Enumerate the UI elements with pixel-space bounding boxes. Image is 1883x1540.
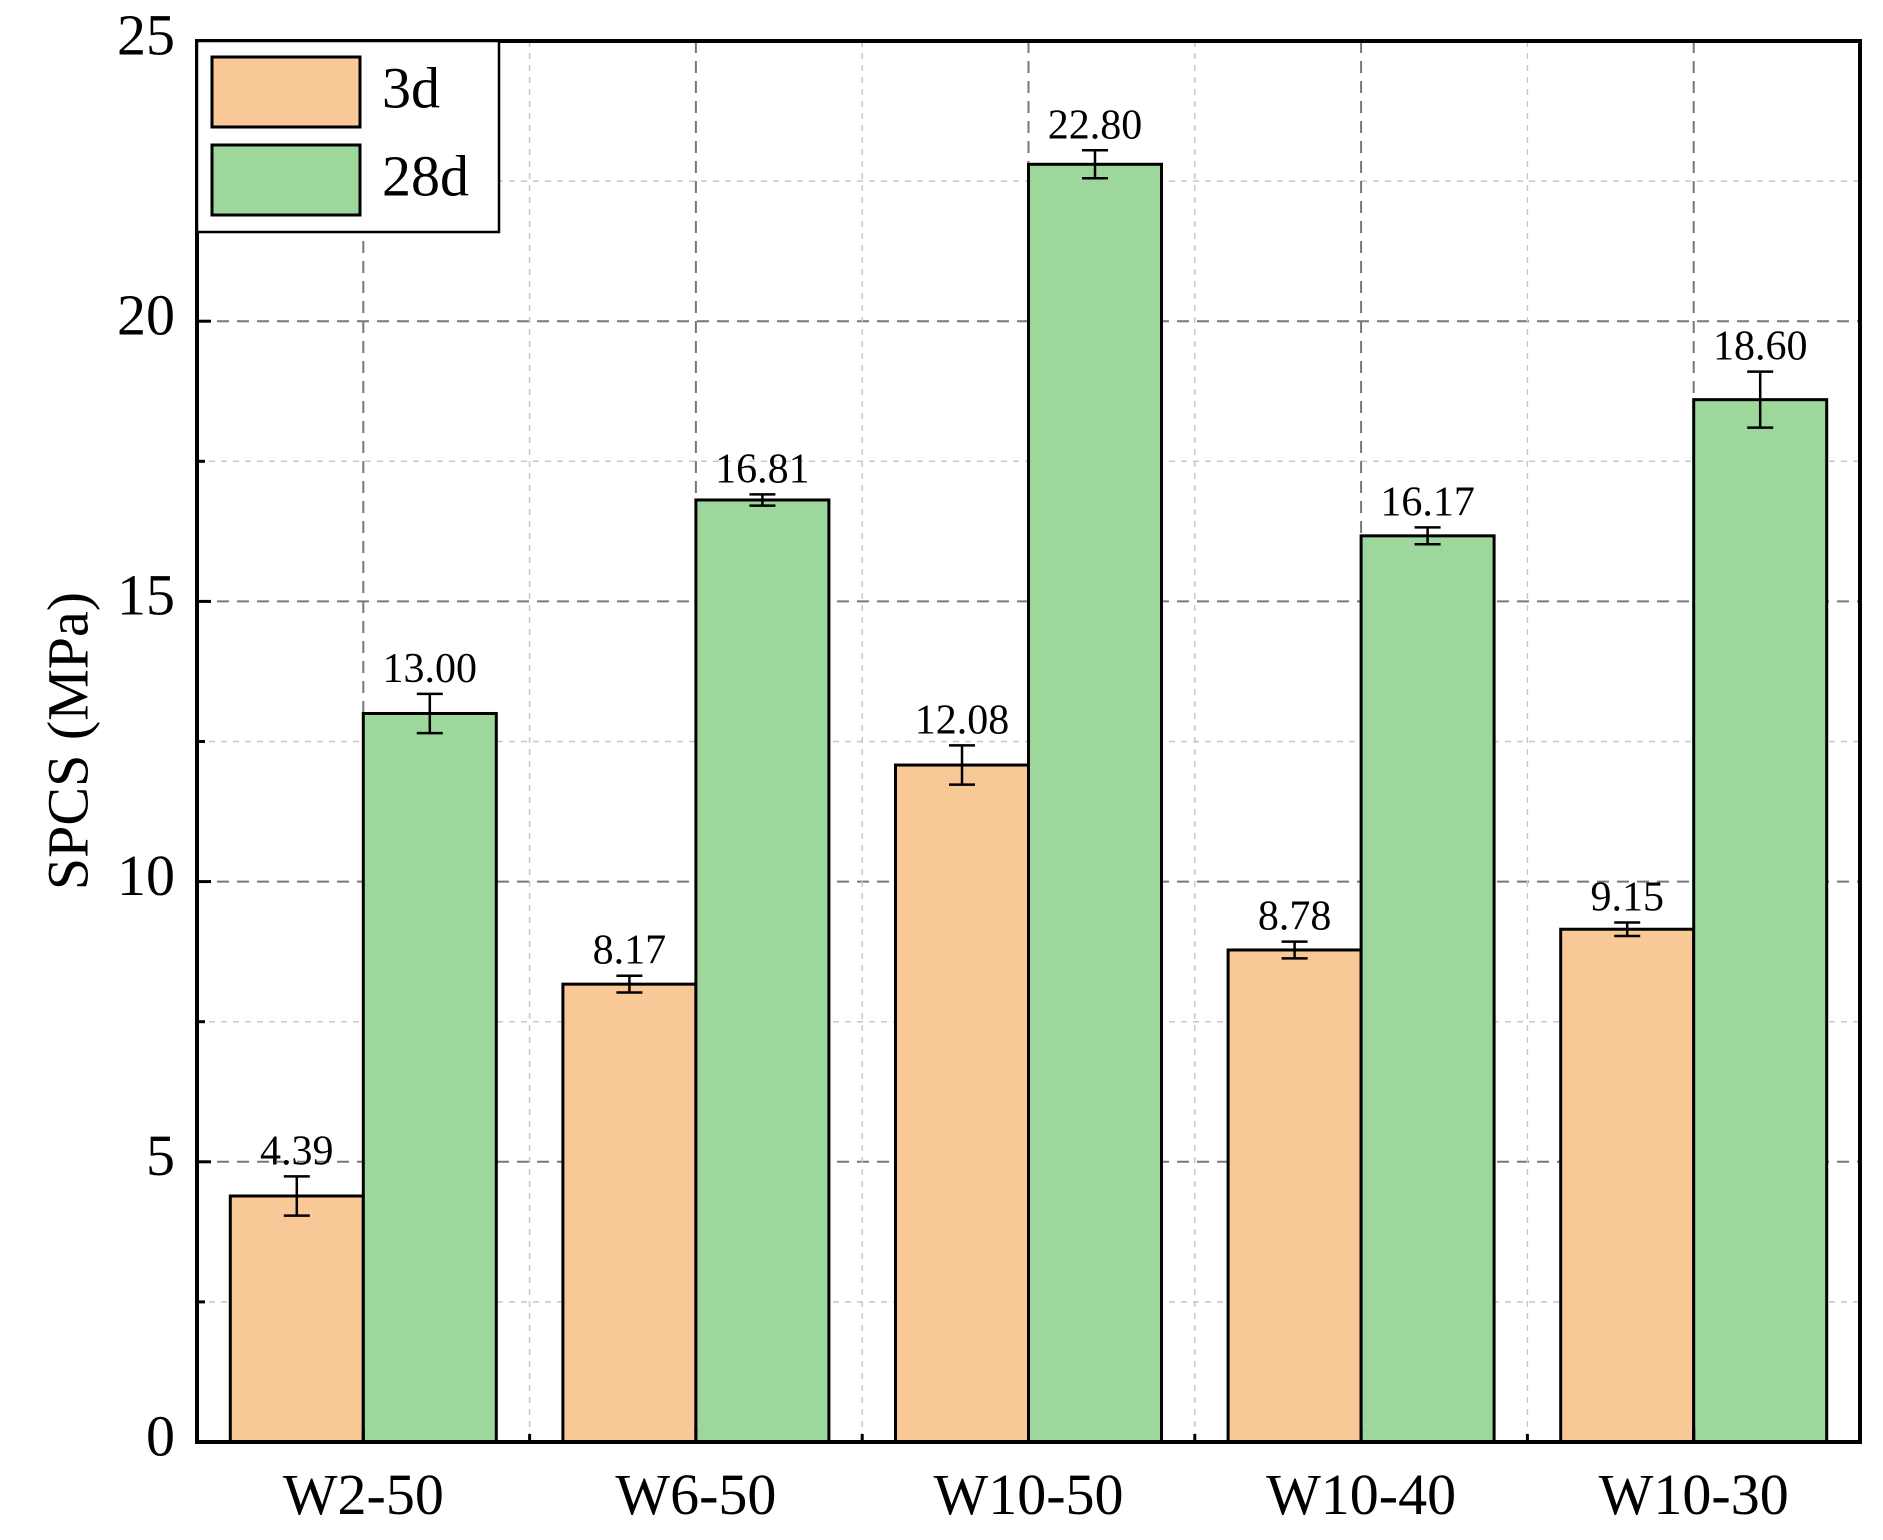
legend-swatch-3d xyxy=(210,55,362,129)
y-tick-label: 20 xyxy=(117,283,175,348)
bar-28d-W10-30 xyxy=(1692,398,1829,1444)
legend-swatch-28d xyxy=(210,143,362,217)
error-bar-3d-W10-30 xyxy=(1614,921,1641,938)
error-bar-28d-W2-50 xyxy=(416,692,443,735)
value-label-3d-W10-40: 8.78 xyxy=(1258,894,1332,940)
value-label-3d-W10-30: 9.15 xyxy=(1590,875,1664,921)
error-bar-28d-W10-30 xyxy=(1747,370,1774,429)
bar-28d-W10-40 xyxy=(1359,534,1496,1444)
bar-3d-W10-50 xyxy=(894,763,1030,1444)
bars xyxy=(228,162,1829,1444)
bar-28d-W2-50 xyxy=(361,711,498,1444)
value-label-28d-W2-50: 13.00 xyxy=(383,646,478,692)
x-tick-label: W6-50 xyxy=(615,1462,776,1527)
y-tick-label: 10 xyxy=(117,843,175,908)
y-tick-label: 5 xyxy=(146,1123,175,1188)
error-bar-3d-W6-50 xyxy=(616,974,643,994)
bar-3d-W2-50 xyxy=(228,1194,365,1444)
y-axis-title: SPCS (MPa) xyxy=(35,592,100,890)
value-label-3d-W10-50: 12.08 xyxy=(915,697,1010,743)
error-bars xyxy=(283,149,1774,1217)
bar-3d-W10-40 xyxy=(1226,948,1363,1444)
error-bar-28d-W10-50 xyxy=(1082,149,1108,180)
y-tick-label: 15 xyxy=(117,563,175,628)
error-bar-3d-W10-50 xyxy=(949,744,975,786)
y-tick-label: 25 xyxy=(117,2,175,67)
error-bar-3d-W10-40 xyxy=(1281,940,1308,960)
error-bar-28d-W10-40 xyxy=(1414,526,1441,546)
x-tick-label: W2-50 xyxy=(283,1462,444,1527)
value-label-3d-W6-50: 8.17 xyxy=(593,928,667,974)
x-tick-label: W10-30 xyxy=(1599,1462,1789,1527)
legend-label-3d: 3d xyxy=(382,55,440,120)
axes: 0 5 10 15 20 25 W2-50 W6-50 W10-50 W10-40 W10-30 xyxy=(117,2,1789,1527)
error-bar-28d-W6-50 xyxy=(749,493,776,507)
x-tick-label: W10-50 xyxy=(933,1462,1123,1527)
bar-28d-W10-50 xyxy=(1027,162,1163,1444)
legend-label-28d: 28d xyxy=(382,143,469,208)
bar-3d-W6-50 xyxy=(561,982,698,1444)
error-bar-3d-W2-50 xyxy=(283,1175,310,1217)
bar-28d-W6-50 xyxy=(694,498,831,1444)
bar-3d-W10-30 xyxy=(1559,927,1696,1444)
value-label-28d-W6-50: 16.81 xyxy=(715,446,810,492)
value-label-28d-W10-50: 22.80 xyxy=(1048,102,1143,148)
value-label-28d-W10-30: 18.60 xyxy=(1713,324,1808,370)
x-tick-label: W10-40 xyxy=(1266,1462,1456,1527)
value-label-28d-W10-40: 16.17 xyxy=(1380,479,1475,525)
data-labels: 4.39 8.17 12.08 8.78 9.15 13.00 16.81 22.80 16.1… xyxy=(260,102,1807,1174)
value-label-3d-W2-50: 4.39 xyxy=(260,1128,334,1174)
y-tick-label: 0 xyxy=(146,1403,175,1468)
